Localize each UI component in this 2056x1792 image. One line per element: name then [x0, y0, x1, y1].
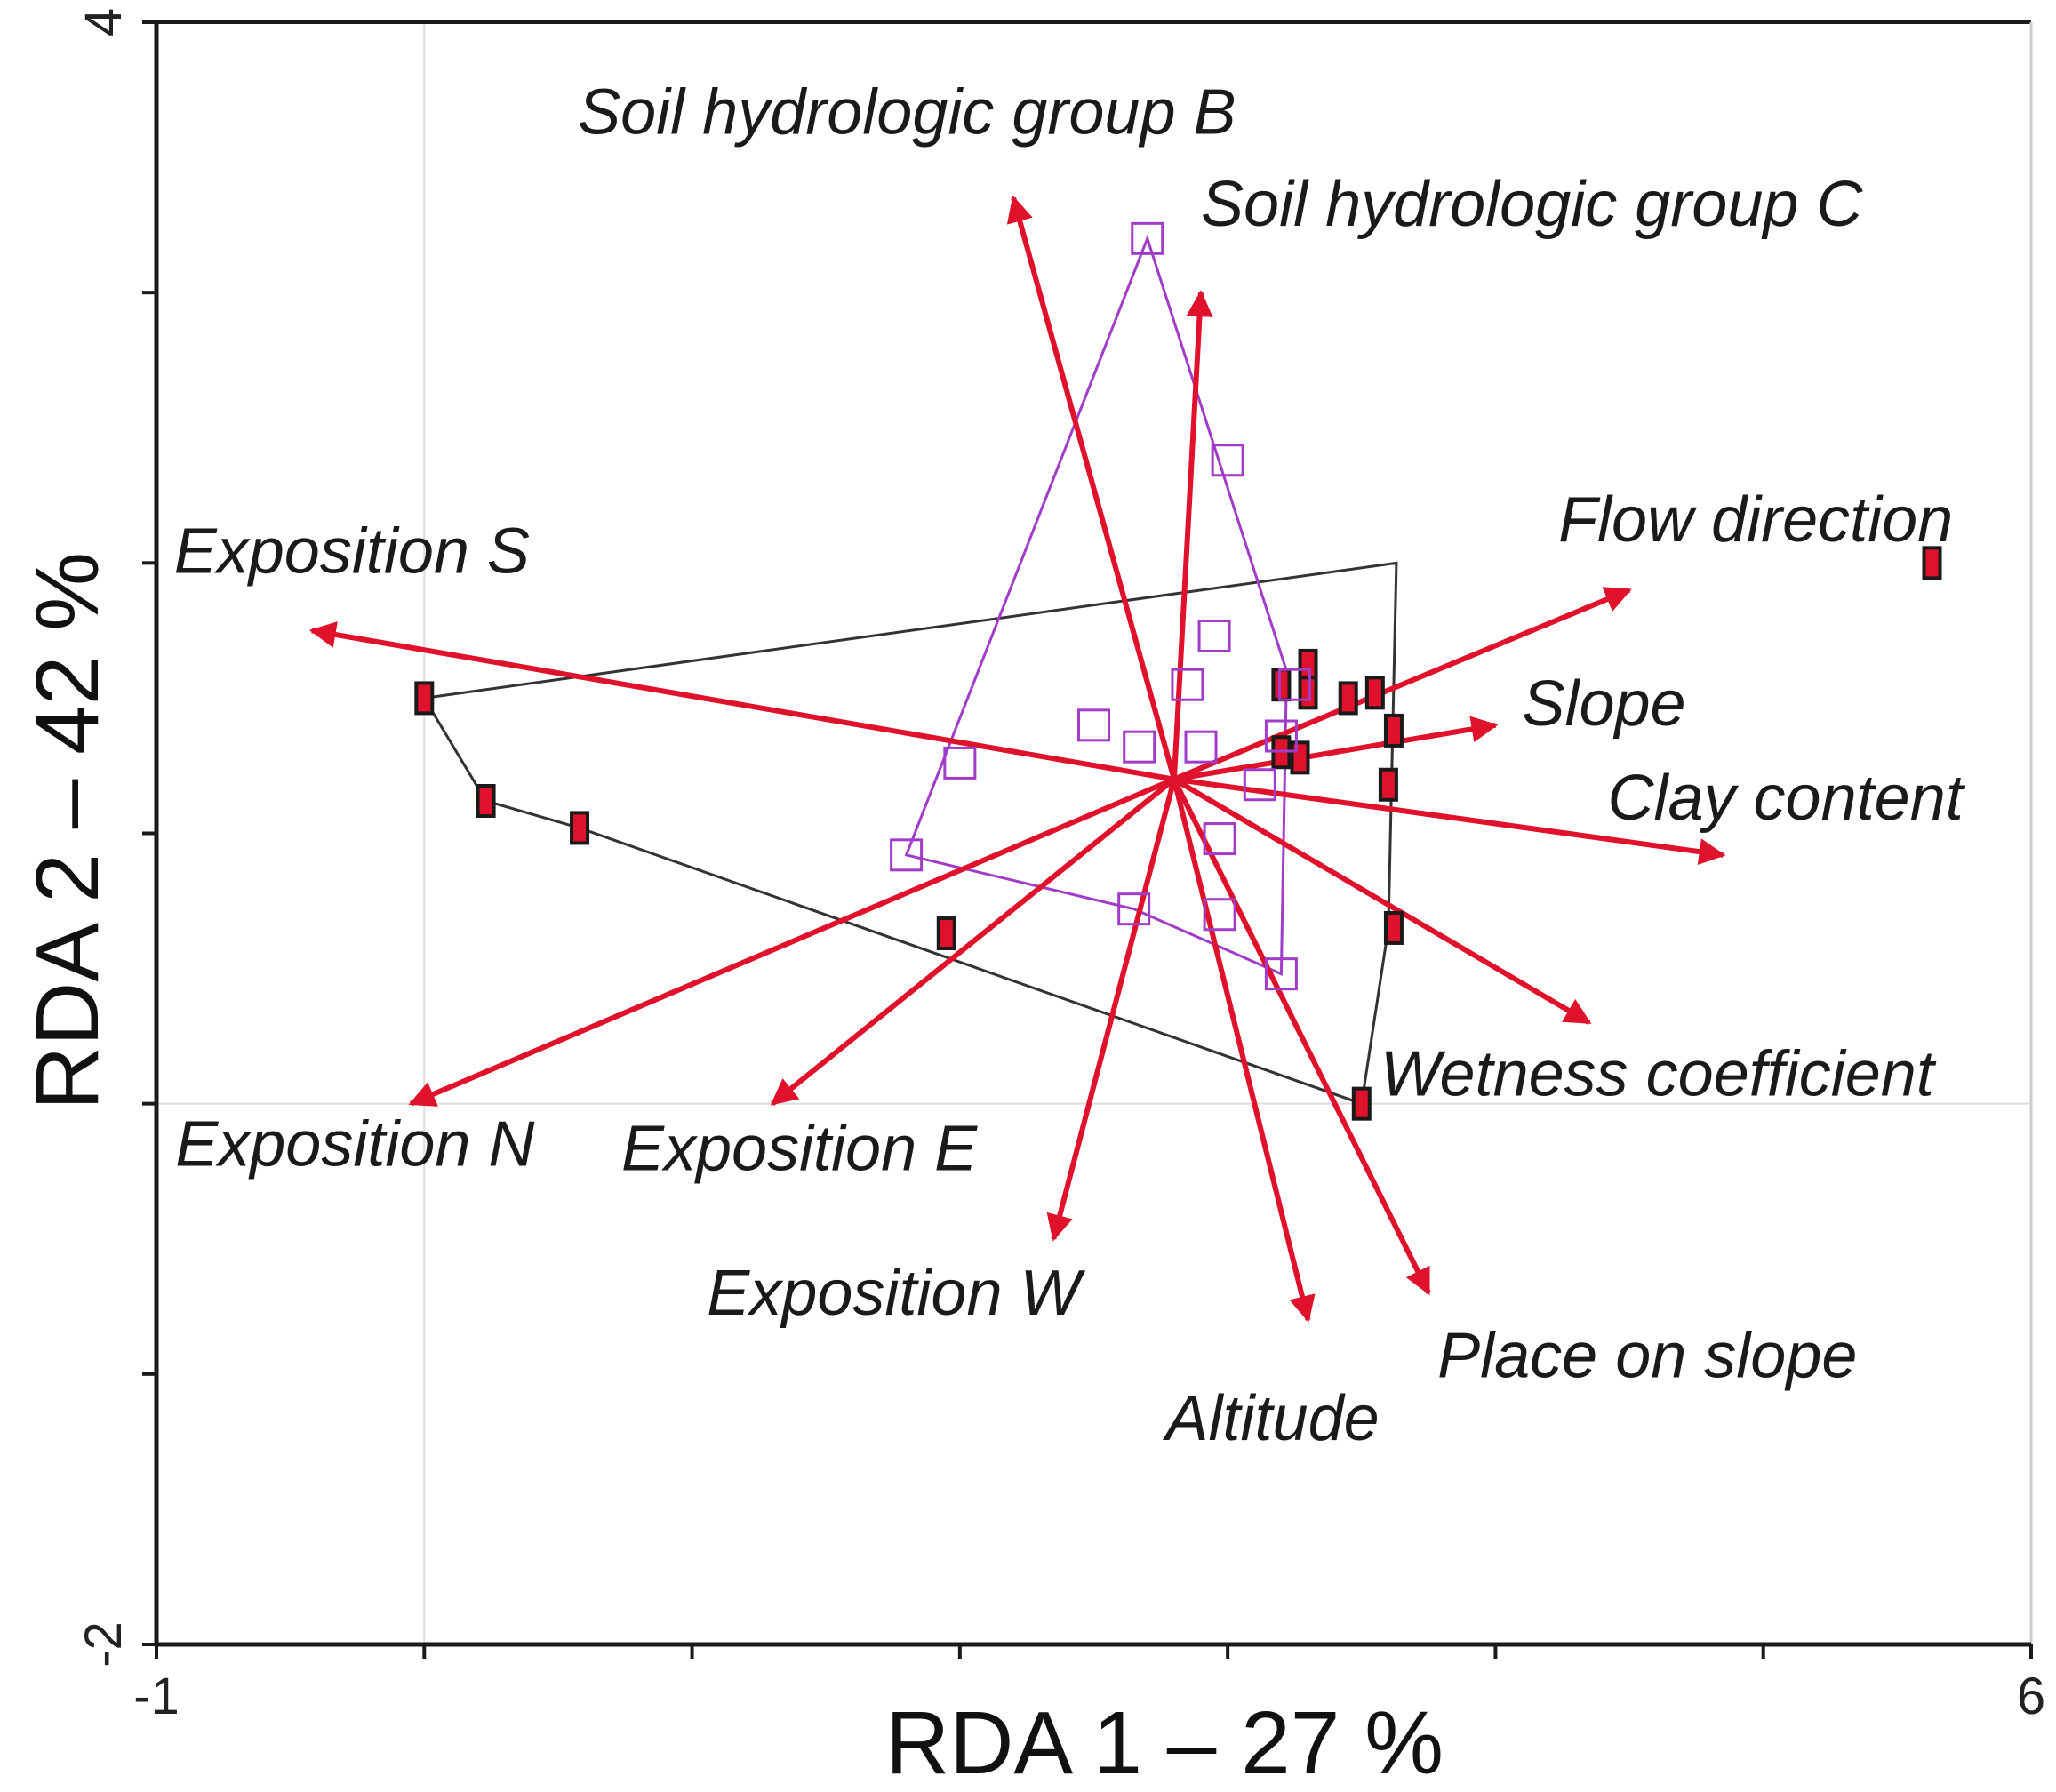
x-tick-label: -1 [133, 1668, 180, 1725]
sample-point-filled [1338, 681, 1358, 716]
arrow-labels: Soil hydrologic group B Soil hydrologic g… [174, 77, 1966, 1454]
variable-arrow [308, 621, 1175, 782]
variable-arrow [1172, 778, 1431, 1296]
variable-arrow [1173, 716, 1499, 782]
sample-point-filled [476, 784, 496, 818]
variable-arrows [308, 195, 1726, 1323]
variable-arrow [408, 776, 1176, 1107]
sample-point-open [890, 838, 924, 872]
sample-point-open [1123, 730, 1156, 764]
sample-point-filled [1364, 676, 1385, 710]
arrow-label: Soil hydrologic group C [1201, 169, 1863, 240]
sample-point-open [1197, 619, 1231, 652]
group-hulls [421, 234, 1398, 1106]
sample-point-open [943, 746, 977, 780]
arrow-label: Flow direction [1558, 484, 1953, 556]
sample-point-filled [936, 916, 956, 951]
y-tick-label: 4 [75, 8, 132, 36]
sample-point-filled [1383, 910, 1404, 945]
sample-point-open [1211, 444, 1244, 477]
variable-arrow [1171, 290, 1213, 780]
sample-point-open [1131, 221, 1164, 255]
sample-point-open [1203, 898, 1236, 932]
grid-lines [156, 22, 2031, 1644]
sample-point-open [1077, 708, 1110, 742]
arrow-label: Altitude [1163, 1383, 1380, 1454]
variable-arrow [1171, 778, 1316, 1323]
sample-points [414, 221, 1942, 1121]
arrow-label: Place on slope [1437, 1321, 1857, 1392]
variable-arrow [1006, 195, 1177, 780]
y-tick-label: -2 [75, 1621, 132, 1668]
sample-point-filled [1298, 676, 1318, 710]
arrow-label: Soil hydrologic group B [578, 77, 1236, 148]
sample-point-filled [1290, 740, 1310, 775]
sample-point-open [1203, 822, 1236, 856]
arrow-label: Slope [1522, 668, 1685, 740]
sample-point-open [1243, 768, 1276, 802]
sample-point-open [1264, 719, 1298, 753]
sample-point-open [1277, 668, 1311, 701]
sample-point-open [1264, 957, 1298, 991]
sample-point-open [1184, 730, 1218, 764]
arrow-label: Exposition W [707, 1258, 1085, 1329]
arrow-label: Exposition S [174, 516, 530, 587]
sample-point-open [1117, 892, 1151, 926]
y-axis-title: RDA 2 – 42 % [18, 552, 117, 1110]
variable-arrow [1046, 778, 1177, 1242]
x-axis-title: RDA 1 – 27 % [885, 1693, 1444, 1792]
group-hull [904, 234, 1288, 976]
variable-arrow [1173, 776, 1726, 866]
sample-point-filled [1351, 1086, 1372, 1121]
sample-point-filled [1378, 767, 1398, 802]
sample-point-filled [570, 811, 590, 845]
x-tick-label: 6 [2017, 1668, 2045, 1725]
variable-arrow [1172, 587, 1632, 782]
arrow-label: Clay content [1608, 763, 1966, 834]
arrow-label: Exposition E [621, 1114, 978, 1185]
variable-arrow [770, 777, 1176, 1107]
variable-arrow [1172, 777, 1592, 1026]
arrow-label: Exposition N [175, 1109, 535, 1180]
sample-point-open [1171, 668, 1204, 701]
axes: -1 6 -2 4 [75, 8, 2045, 1725]
arrow-label: Wetness coefficient [1380, 1038, 1937, 1109]
sample-point-filled [1271, 668, 1292, 702]
sample-point-filled [1922, 546, 1942, 580]
sample-point-filled [414, 681, 435, 716]
sample-point-filled [1383, 713, 1404, 748]
